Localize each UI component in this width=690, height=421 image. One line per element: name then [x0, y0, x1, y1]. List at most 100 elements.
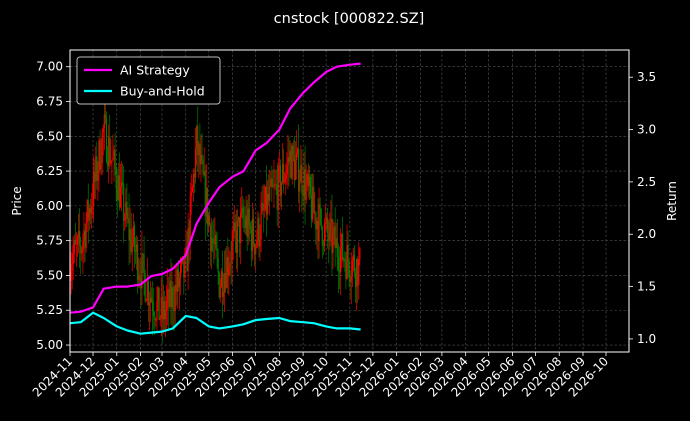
candle-body — [339, 249, 342, 273]
candle-body — [186, 246, 188, 272]
candle-body — [293, 154, 295, 181]
candle-body — [241, 207, 243, 213]
candle-body — [80, 245, 82, 254]
candle-body — [256, 240, 258, 246]
candle-body — [331, 218, 333, 253]
candle-body — [150, 297, 153, 302]
candle-body — [168, 289, 170, 307]
candle-body — [164, 310, 167, 320]
candle-body — [258, 218, 260, 247]
candle-body — [336, 238, 338, 258]
legend-label-buy-and-hold: Buy-and-Hold — [120, 84, 205, 99]
candle-body — [309, 176, 312, 195]
y-left-tick-label: 6.25 — [36, 164, 63, 178]
candle-body — [357, 258, 359, 286]
candle-body — [259, 239, 261, 247]
candle-body — [137, 244, 139, 281]
candle-body — [225, 273, 227, 288]
candle-body — [135, 244, 138, 252]
candle-body — [333, 226, 335, 234]
candle-body — [247, 208, 249, 238]
candle-body — [322, 245, 324, 247]
candle-body — [115, 168, 117, 189]
legend-label-ai-strategy: AI Strategy — [120, 63, 190, 78]
candle-body — [324, 223, 327, 224]
y-right-tick-label: 2.0 — [637, 227, 656, 241]
candle-body — [284, 179, 286, 183]
candle-body — [317, 220, 319, 242]
y-left-tick-label: 5.50 — [36, 268, 63, 282]
candle-body — [337, 257, 339, 271]
candle-body — [119, 186, 122, 208]
candle-body — [298, 148, 300, 192]
candle-body — [236, 220, 239, 253]
candle-body — [98, 140, 100, 171]
candle-body — [286, 165, 288, 175]
candle-body — [217, 258, 219, 273]
candle-body — [252, 218, 255, 245]
y-right-tick-label: 3.0 — [637, 123, 656, 137]
candle-body — [118, 175, 120, 208]
candle-body — [123, 184, 125, 221]
candle-body — [216, 248, 218, 259]
y-axis-left: 5.00 5.25 5.50 5.75 6.00 6.25 6.50 6.75 7.00 — [36, 60, 70, 352]
candle-body — [193, 173, 196, 178]
y-axis-right-title: Return — [665, 181, 679, 221]
candle-body — [163, 301, 166, 320]
candle-body — [93, 172, 95, 206]
candle-body — [141, 253, 143, 289]
y-left-tick-label: 6.50 — [36, 129, 63, 143]
legend: AI Strategy Buy-and-Hold — [76, 56, 221, 105]
candle-body — [189, 196, 191, 246]
candle-body — [100, 163, 102, 170]
candle-body — [230, 262, 232, 264]
candle-body — [106, 161, 109, 166]
candle-body — [174, 285, 176, 312]
candle-body — [155, 319, 157, 321]
candle-body — [332, 233, 334, 253]
candle-body — [220, 271, 222, 287]
y-right-tick-label: 1.5 — [637, 280, 656, 294]
candle-body — [243, 218, 245, 220]
candle-body — [257, 218, 259, 241]
candle-body — [235, 231, 237, 253]
candle-body — [242, 207, 244, 219]
candle-body — [88, 207, 90, 221]
candle-body — [170, 280, 172, 307]
candle-body — [251, 218, 254, 251]
candle-body — [128, 218, 130, 241]
candle-body — [125, 201, 127, 219]
candle-body — [77, 231, 80, 238]
candle-body — [205, 188, 207, 217]
candle-body — [153, 311, 155, 317]
candle-body — [263, 208, 265, 211]
candle-body — [148, 302, 151, 306]
candle-body — [145, 300, 147, 302]
candle-body — [342, 234, 344, 260]
candle-body — [83, 230, 85, 242]
candle-body — [219, 286, 221, 298]
candle-body — [272, 186, 274, 188]
candle-body — [130, 229, 132, 252]
candle-body — [167, 289, 169, 301]
candle-body — [169, 280, 171, 307]
candle-body — [248, 208, 250, 226]
candle-body — [278, 165, 280, 167]
candle-body — [213, 242, 215, 245]
candle-body — [154, 316, 156, 321]
candle-body — [200, 154, 202, 165]
candle-body — [203, 171, 205, 175]
candle-body — [116, 188, 118, 201]
candle-body — [110, 161, 112, 164]
candle-body — [159, 317, 161, 320]
candle-body — [223, 273, 226, 293]
candle-body — [268, 193, 270, 201]
candle-body — [359, 248, 361, 260]
candle-body — [202, 159, 204, 175]
candle-body — [87, 200, 89, 221]
candle-body — [99, 140, 101, 170]
candle-body — [97, 170, 99, 181]
chart-title: cnstock [000822.SZ] — [274, 11, 425, 27]
candle-body — [287, 157, 289, 166]
